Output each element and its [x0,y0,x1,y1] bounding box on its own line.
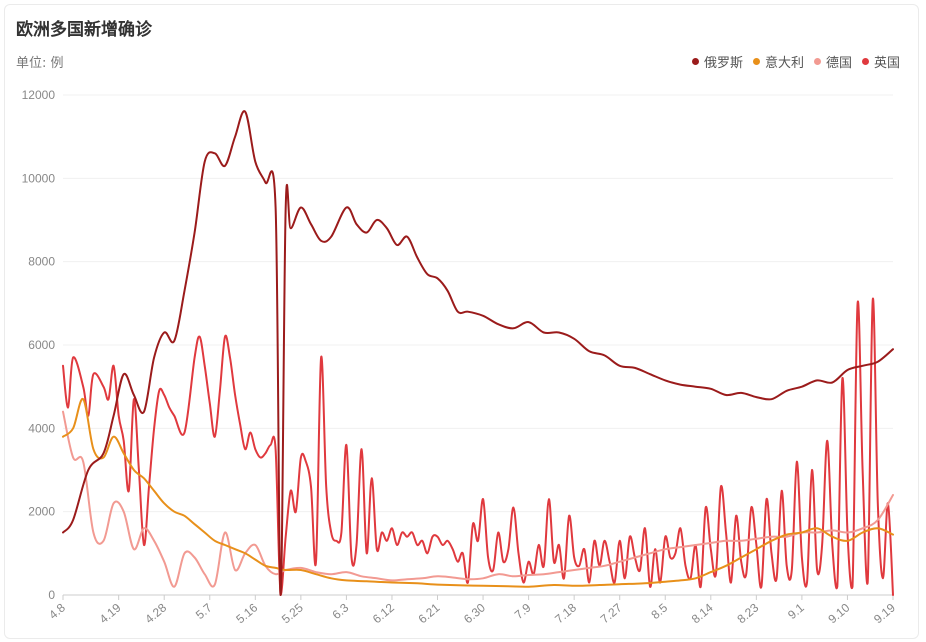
legend-label: 德国 [825,56,852,71]
chart-title: 欧洲多国新增确诊 [16,20,152,40]
legend-dot-icon [752,58,760,65]
series-line-3 [62,297,894,596]
x-tick-label: 8.14 [689,600,716,626]
x-tick-label: 4.28 [142,600,169,626]
y-tick-label: 12000 [22,88,56,102]
legend-label: 英国 [873,56,900,71]
x-tick-label: 7.18 [552,600,579,626]
x-tick-label: 5.16 [233,600,260,626]
legend-item-uk[interactable]: 英国 [861,52,900,71]
chart-card [4,4,919,639]
legend-item-germany[interactable]: 德国 [813,52,852,71]
x-tick-label: 4.19 [97,600,124,626]
legend: 俄罗斯 意大利 德国 英国 [691,52,900,71]
x-tick-label: 6.21 [416,600,443,626]
legend-dot-icon [691,58,699,65]
x-tick-label: 5.25 [279,600,306,626]
x-tick-label: 9.1 [785,600,807,622]
x-tick-label: 6.12 [370,600,397,626]
y-tick-label: 10000 [22,171,56,185]
x-tick-label: 7.27 [598,600,625,626]
series-line-0 [62,110,894,596]
legend-label: 俄罗斯 [703,56,743,71]
legend-label: 意大利 [764,56,804,71]
series-line-2 [62,410,894,588]
legend-item-russia[interactable]: 俄罗斯 [691,52,743,71]
x-tick-label: 5.7 [193,600,215,622]
legend-dot-icon [813,58,821,65]
x-tick-label: 9.19 [871,600,898,626]
x-tick-label: 6.30 [461,600,488,626]
x-tick-label: 4.8 [46,600,68,622]
y-tick-label: 2000 [28,505,55,519]
series-line-1 [62,398,894,588]
x-tick-label: 6.3 [330,600,352,622]
y-tick-label: 8000 [28,255,55,269]
y-tick-label: 0 [48,588,55,602]
y-tick-label: 4000 [28,421,55,435]
x-tick-label: 8.23 [734,600,761,626]
unit-label: 单位: 例 [16,56,64,71]
y-tick-label: 6000 [28,338,55,352]
legend-dot-icon [861,58,869,65]
x-tick-label: 8.5 [648,600,670,622]
legend-item-italy[interactable]: 意大利 [752,52,804,71]
x-tick-label: 9.10 [825,600,852,626]
x-tick-label: 7.9 [512,600,534,622]
